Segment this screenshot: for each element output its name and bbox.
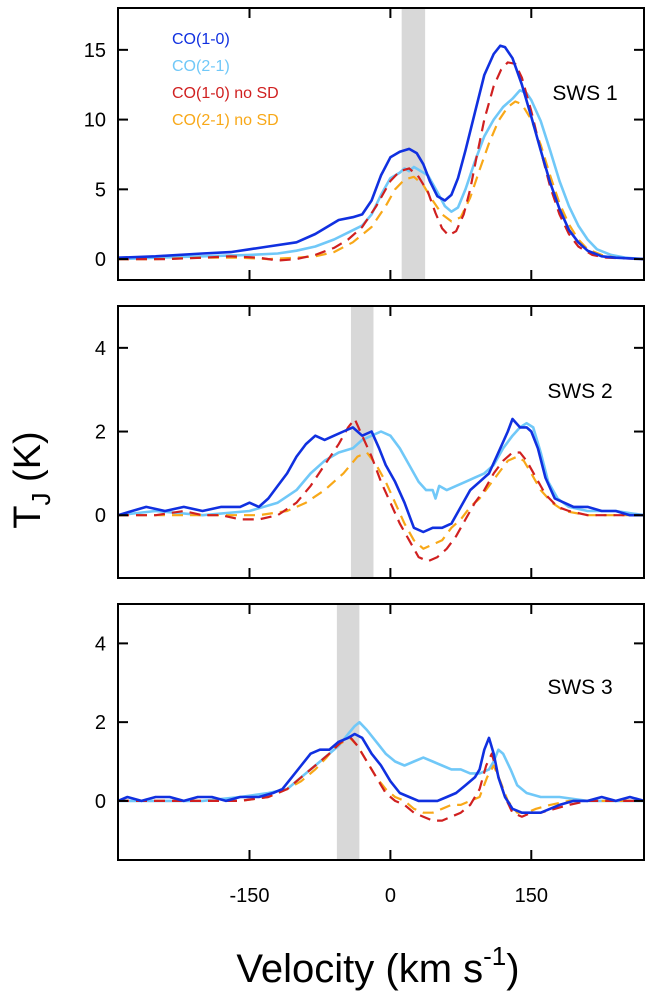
series-co-1-0-no-sd	[118, 61, 644, 262]
panel-title: SWS 1	[552, 82, 617, 105]
y-axis-label-sub: J	[26, 493, 56, 506]
y-tick-label: 5	[95, 179, 106, 201]
y-tick-label: 0	[95, 249, 106, 271]
x-tick-label: -150	[229, 885, 269, 907]
x-axis-label-main: Velocity (km s	[236, 947, 483, 991]
y-tick-label: 2	[95, 712, 106, 734]
legend: CO(1-0) CO(2-1) CO(1-0) no SD CO(2-1) no…	[172, 31, 279, 129]
panel-frame	[117, 7, 645, 281]
panel-title: SWS 3	[547, 676, 612, 699]
panel-3: 0 2 4 -150 0 150 SWS 3	[95, 603, 645, 907]
y-tick-label: 15	[84, 40, 106, 62]
series-co-1-0-no-sd	[118, 736, 644, 822]
legend-item-co21: CO(2-1)	[172, 58, 230, 75]
y-tick-label: 4	[95, 338, 106, 360]
panel-2: 0 2 4 SWS 2	[95, 305, 645, 579]
y-tick-label: 0	[95, 505, 106, 527]
panel-1: 0 5 10 15 SWS 1	[84, 7, 645, 281]
y-tick-label: 2	[95, 422, 106, 444]
series-co-2-1-no-sd	[118, 451, 644, 550]
y-axis-label-unit: (K)	[7, 431, 49, 492]
y-tick-label: 4	[95, 633, 106, 655]
panel-frame	[117, 603, 645, 861]
y-tick-label: 0	[95, 791, 106, 813]
shaded-band	[401, 8, 426, 280]
x-axis-label: Velocity (km s-1)	[236, 941, 519, 991]
panel-title: SWS 2	[547, 380, 612, 403]
series-co-2-1-no-sd	[118, 736, 644, 814]
series-co-1-0-	[118, 44, 644, 261]
series-co-2-1-	[118, 720, 644, 803]
shaded-band	[350, 306, 374, 578]
x-tick-label: 0	[385, 885, 396, 907]
series-co-2-1-	[118, 89, 644, 261]
y-tick-label: 10	[84, 110, 106, 132]
series-co-1-0-	[118, 732, 644, 814]
y-axis-label-main: T	[7, 506, 49, 529]
y-axis-label: TJ (K)	[7, 431, 56, 528]
panel-frame	[117, 305, 645, 579]
legend-item-co21-nosd: CO(2-1) no SD	[172, 112, 279, 129]
x-tick-label: 150	[515, 885, 548, 907]
series-co-2-1-	[118, 421, 644, 517]
panels: 0 5 10 15 SWS 1 0 2 4 SWS 2 0 2 4 -150 0 150 SWS 3	[84, 7, 645, 907]
series-co-1-0-no-sd	[118, 417, 644, 563]
series-co-1-0-	[118, 417, 644, 534]
legend-item-co10-nosd: CO(1-0) no SD	[172, 85, 279, 102]
x-axis-label-close: )	[506, 947, 519, 991]
legend-item-co10: CO(1-0)	[172, 31, 230, 48]
x-axis-label-sup: -1	[483, 941, 506, 971]
